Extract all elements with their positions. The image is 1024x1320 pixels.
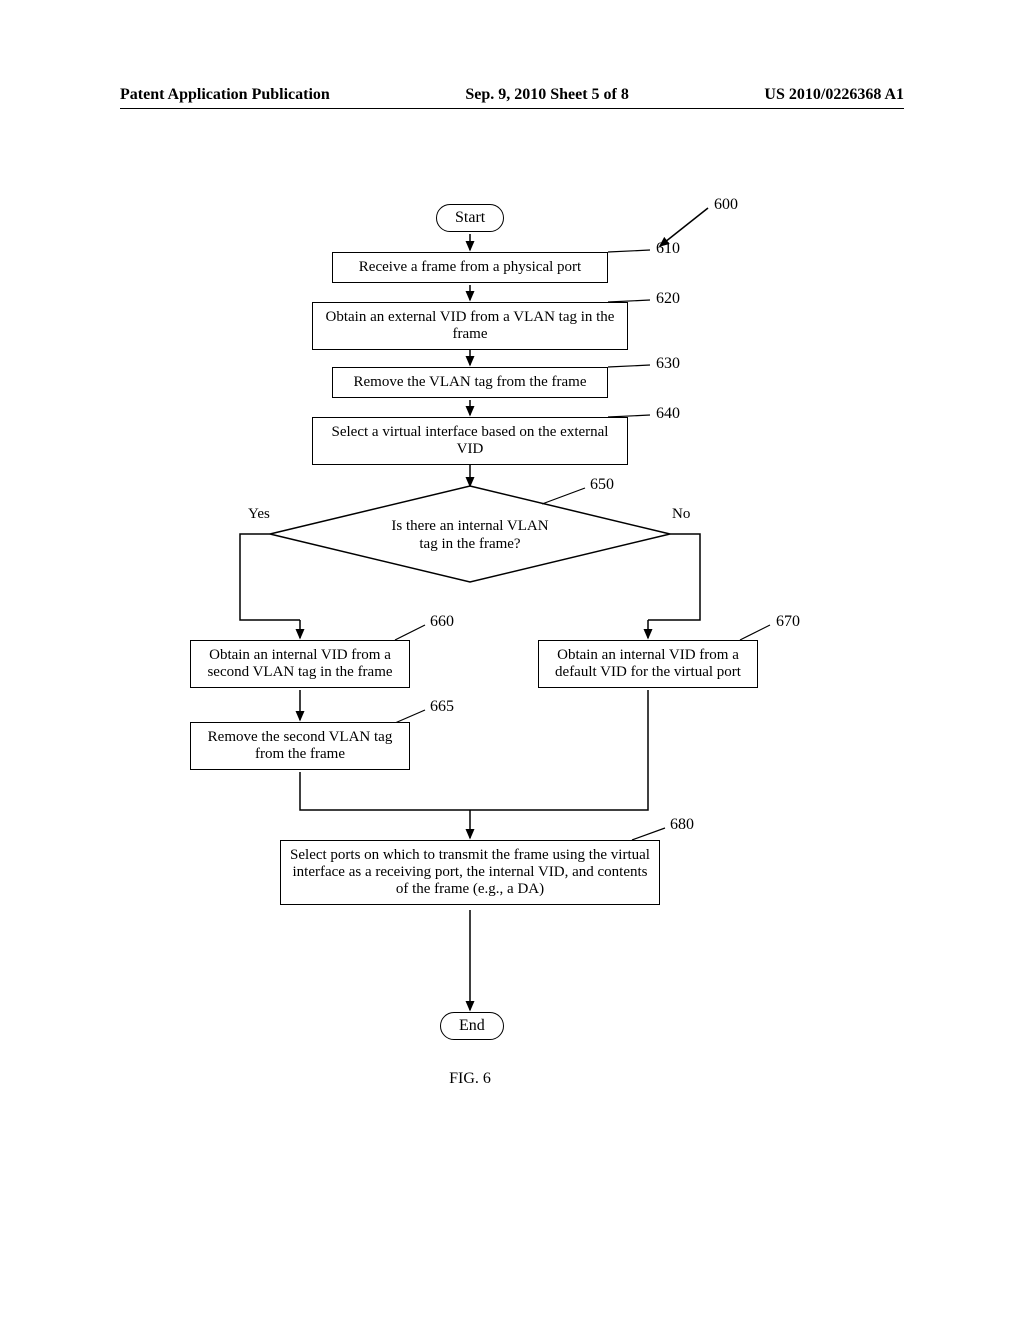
ref-665: 665 xyxy=(430,698,454,716)
step-665: Remove the second VLAN tag from the fram… xyxy=(190,722,410,770)
ref-640: 640 xyxy=(656,405,680,423)
ref-620: 620 xyxy=(656,290,680,308)
step-620: Obtain an external VID from a VLAN tag i… xyxy=(312,302,628,350)
edge-label-no: No xyxy=(672,506,690,523)
step-630: Remove the VLAN tag from the frame xyxy=(332,367,608,398)
step-680: Select ports on which to transmit the fr… xyxy=(280,840,660,905)
ref-600: 600 xyxy=(714,196,738,214)
page: Patent Application Publication Sep. 9, 2… xyxy=(0,0,1024,1320)
terminator-start: Start xyxy=(436,204,504,232)
step-670: Obtain an internal VID from a default VI… xyxy=(538,640,758,688)
ref-630: 630 xyxy=(656,355,680,373)
ref-680: 680 xyxy=(670,816,694,834)
page-header: Patent Application Publication Sep. 9, 2… xyxy=(0,86,1024,104)
header-left: Patent Application Publication xyxy=(120,86,330,104)
header-rule xyxy=(120,108,904,109)
step-660: Obtain an internal VID from a second VLA… xyxy=(190,640,410,688)
ref-660: 660 xyxy=(430,613,454,631)
header-center: Sep. 9, 2010 Sheet 5 of 8 xyxy=(465,86,629,104)
decision-text-l2: tag in the frame? xyxy=(419,536,521,552)
flowchart: Is there an internal VLAN tag in the fra… xyxy=(170,190,850,1110)
terminator-end: End xyxy=(440,1012,504,1040)
ref-650: 650 xyxy=(590,476,614,494)
step-640: Select a virtual interface based on the … xyxy=(312,417,628,465)
header-right: US 2010/0226368 A1 xyxy=(764,86,904,104)
edge-label-yes: Yes xyxy=(248,506,270,523)
figure-caption: FIG. 6 xyxy=(446,1070,494,1088)
step-610: Receive a frame from a physical port xyxy=(332,252,608,283)
ref-670: 670 xyxy=(776,613,800,631)
ref-610: 610 xyxy=(656,240,680,258)
decision-text-l1: Is there an internal VLAN xyxy=(391,518,548,534)
